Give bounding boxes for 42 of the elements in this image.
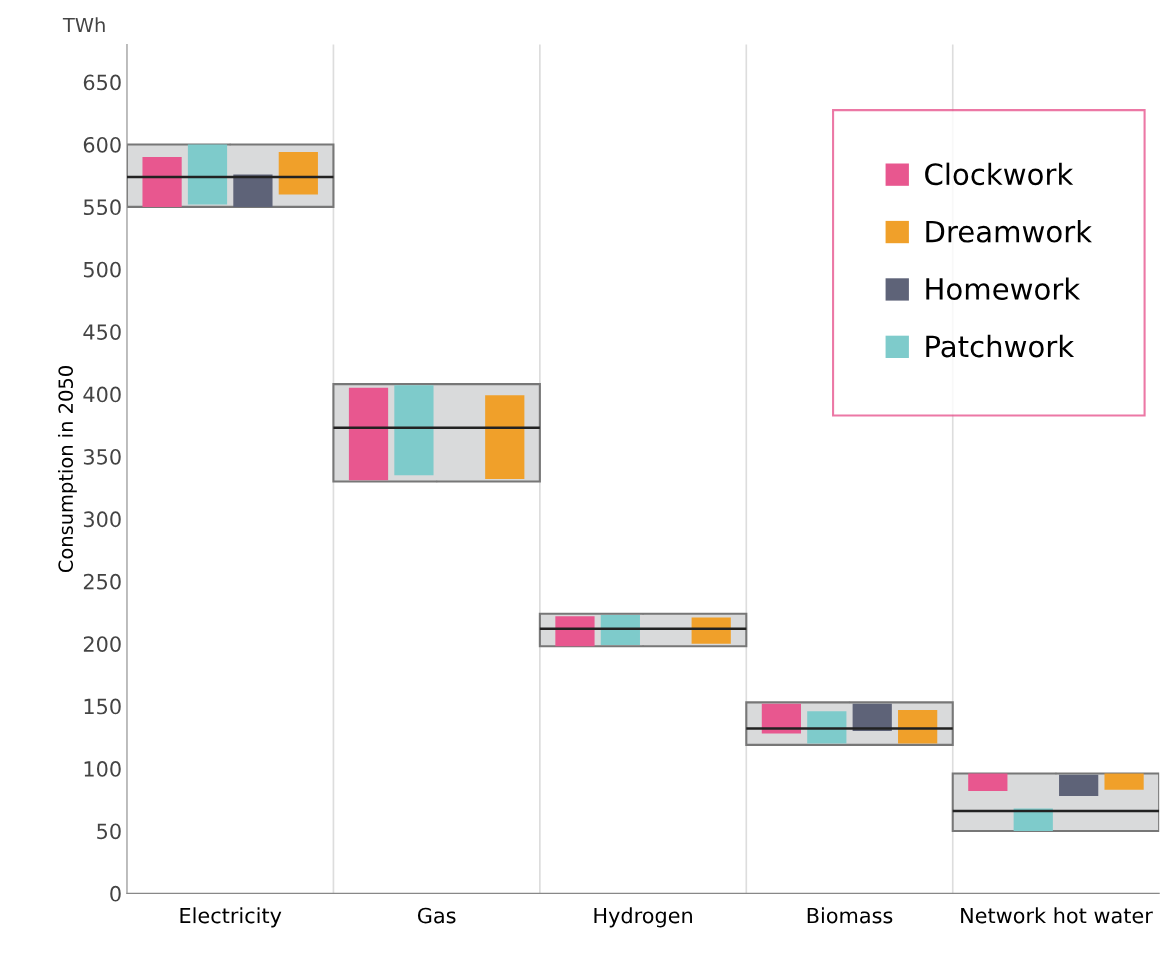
legend-label: Clockwork [925, 162, 1074, 186]
legend-label: Dreamwork [926, 220, 1093, 243]
y-tick-label: 50 [97, 823, 121, 840]
bar [142, 156, 182, 207]
bar [278, 151, 318, 195]
y-tick-label: 150 [84, 698, 121, 715]
legend-label: Patchwork [926, 334, 1075, 358]
legend-label: Homework [926, 277, 1081, 300]
y-tick-label: 500 [83, 261, 121, 278]
bar [691, 617, 731, 644]
bar [807, 711, 847, 744]
bar [600, 615, 640, 645]
y-tick-label: 300 [83, 511, 121, 528]
bar [968, 773, 1008, 792]
y-tick-label: 100 [84, 761, 121, 777]
bar [394, 385, 434, 476]
bar [1059, 774, 1099, 797]
bar [187, 144, 228, 205]
y-tick-label: 200 [83, 636, 121, 652]
y-tick-label: 400 [83, 386, 121, 403]
bar [1013, 808, 1053, 831]
y-tick-label: 600 [83, 136, 121, 153]
y-axis-title: Consumption in 2050 [57, 366, 77, 573]
bar [233, 174, 273, 207]
bar [1104, 773, 1144, 790]
bar [485, 395, 525, 479]
x-tick-label: Electricity [180, 907, 282, 928]
bar [555, 616, 595, 647]
bar [898, 709, 938, 744]
x-tick-label: Gas [417, 907, 456, 924]
x-tick-label: Hydrogen [594, 907, 692, 928]
y-tick-label: 0 [110, 885, 121, 902]
y-tick-label: 450 [83, 324, 121, 340]
y-tick-label: 650 [83, 74, 121, 91]
bar [761, 703, 802, 734]
x-tick-label: Biomass [807, 907, 893, 924]
y-tick-label: 550 [83, 199, 121, 216]
text: TWh [62, 17, 105, 33]
y-tick-label: 250 [83, 573, 121, 590]
y-tick-label: 350 [83, 448, 121, 465]
bar [348, 387, 389, 481]
x-tick-label: Network hot water [961, 907, 1153, 924]
